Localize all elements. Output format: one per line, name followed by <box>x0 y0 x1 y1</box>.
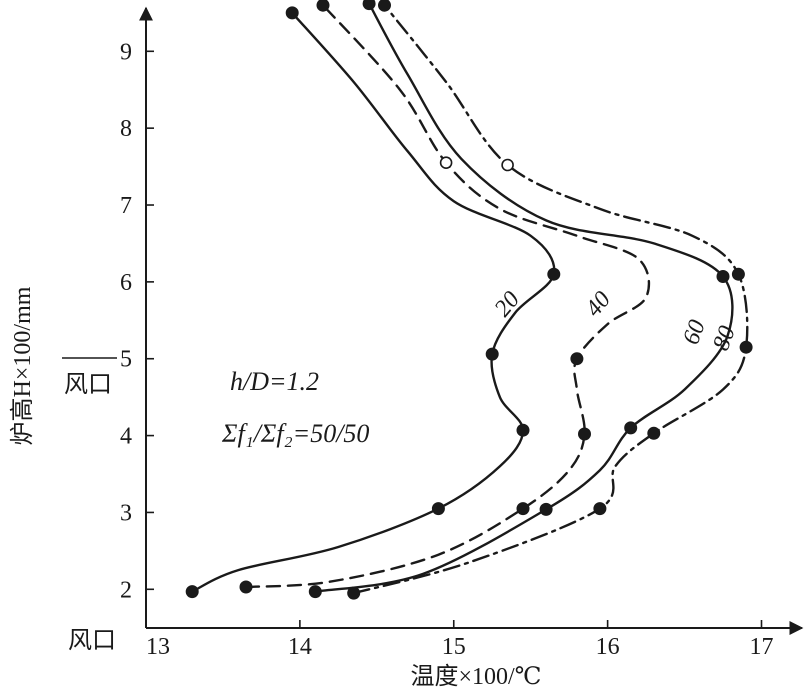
y-tick-label: 4 <box>120 424 132 450</box>
y-ticks: 2 3 4 5 6 7 8 9 <box>120 39 154 603</box>
y-tick-label: 5 <box>120 347 132 373</box>
annotation-ratio: h/D=1.2 <box>230 367 319 396</box>
y-tick-label: 2 <box>120 577 132 603</box>
y-origin-label: 风口 <box>64 372 112 398</box>
x-origin-label: 风口 <box>68 628 116 654</box>
data-point <box>285 6 299 20</box>
annotation-area: Σf₁/Σf₂=50/50 <box>221 419 369 448</box>
y-axis-title: 炉高H×100/mm <box>9 286 36 445</box>
y-tick-label: 8 <box>120 116 132 142</box>
y-tick-label: 6 <box>120 270 132 296</box>
x-tick-label: 13 <box>146 634 170 660</box>
x-tick-label: 16 <box>596 634 620 660</box>
x-tick-label: 15 <box>442 634 466 660</box>
data-point <box>378 0 391 12</box>
series-label-60: 60 <box>678 317 711 348</box>
data-point <box>185 585 199 599</box>
data-point <box>516 502 530 516</box>
series-curves <box>191 2 749 595</box>
data-point <box>647 426 661 440</box>
data-point <box>731 267 745 281</box>
data-point <box>347 586 361 600</box>
data-point <box>431 502 445 516</box>
data-point <box>516 423 530 437</box>
data-point <box>578 427 591 441</box>
data-point <box>547 267 561 281</box>
data-point <box>362 0 376 11</box>
data-point <box>716 270 730 283</box>
data-point <box>239 580 253 594</box>
data-point <box>485 347 499 361</box>
x-tick-label: 14 <box>288 634 312 660</box>
series-label-20: 20 <box>490 287 525 322</box>
x-axis-title: 温度×100/℃ <box>410 663 541 690</box>
series-line-40 <box>244 4 651 589</box>
y-tick-label: 7 <box>120 193 132 219</box>
x-tick-label: 17 <box>750 634 774 660</box>
series-markers <box>185 0 753 600</box>
data-point <box>316 0 330 12</box>
open-data-point <box>501 158 514 172</box>
open-data-point <box>439 156 453 169</box>
series-line-60 <box>314 2 734 593</box>
data-point <box>739 340 753 354</box>
series-label-80: 80 <box>708 323 741 354</box>
y-tick-label: 3 <box>120 500 132 526</box>
data-point <box>624 421 638 435</box>
data-point <box>539 502 553 516</box>
y-tick-label: 9 <box>120 39 132 65</box>
data-point <box>593 502 607 516</box>
data-point <box>570 352 584 366</box>
x-ticks: 13 14 15 16 17 <box>146 620 774 660</box>
data-point <box>308 585 322 599</box>
series-label-40: 40 <box>581 287 616 322</box>
